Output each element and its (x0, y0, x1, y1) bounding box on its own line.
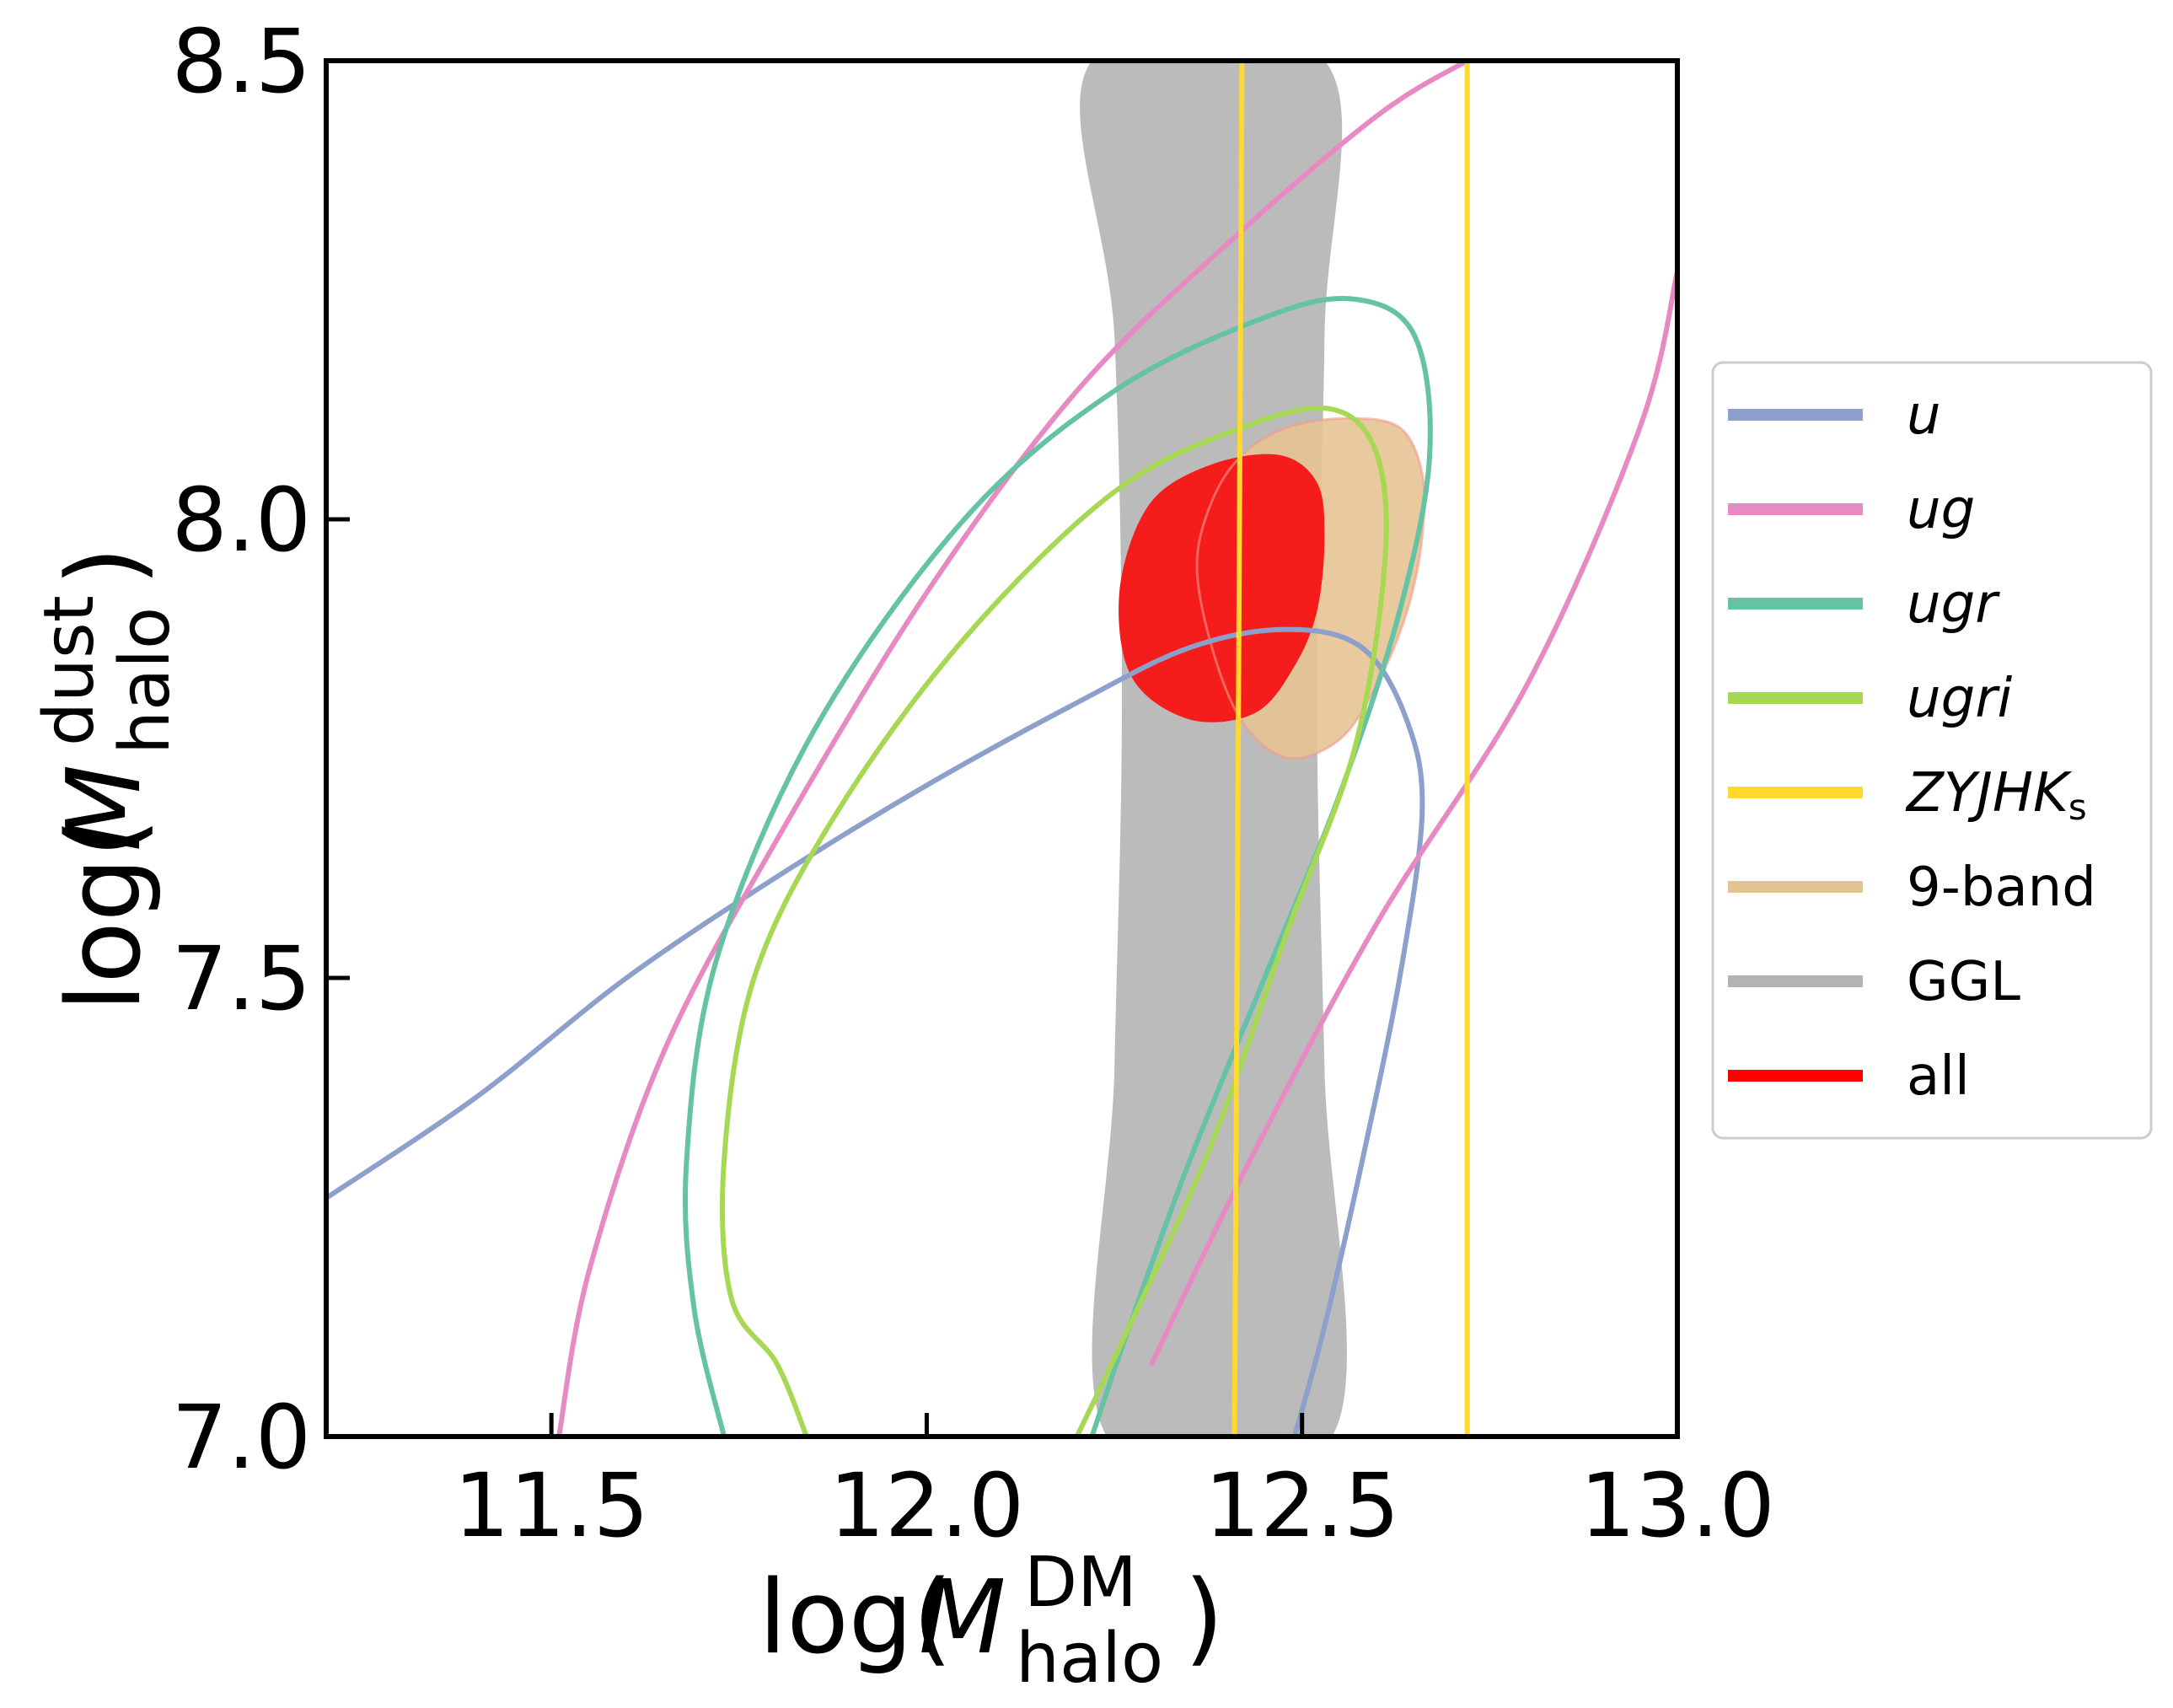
x-axis-label-sub: halo (1016, 1619, 1163, 1699)
x-tick-label: 12.5 (1205, 1454, 1400, 1557)
legend-frame (1711, 361, 2153, 1140)
y-axis-label-main: log( (46, 818, 164, 1012)
plot-area (326, 61, 1677, 1437)
x-tick-label: 12.0 (829, 1454, 1025, 1557)
y-tick-label: 8.5 (172, 10, 311, 113)
legend-label-ggl: GGL (1907, 951, 2020, 1013)
y-axis-label-sup: dust (30, 595, 110, 746)
series-ggl-band (1080, 61, 1347, 1437)
y-tick-label: 7.5 (172, 927, 311, 1030)
legend-label-subscript: s (2068, 787, 2087, 828)
x-axis-label-main: log( (759, 1560, 952, 1677)
series-9-band-outline (1195, 416, 1426, 760)
axis-ticks: 11.5 12.0 12.5 13.0 7.0 7.5 8.0 8.5 (172, 10, 1775, 1557)
legend-label-zyjhk: ZYJHKs (1905, 762, 2087, 828)
y-tick-label: 8.0 (172, 469, 311, 572)
axes-frame (324, 58, 1680, 1439)
x-axis-label-var: M (919, 1560, 1006, 1677)
x-axis-label: log( M DM halo ) (759, 1543, 1224, 1699)
legend-label-9-band: 9-band (1907, 857, 2096, 919)
series-u-contour (326, 626, 1425, 1437)
y-axis-label-close: ) (46, 546, 164, 586)
legend-label-u: u (1907, 384, 1941, 447)
legend-label-ugri: ugri (1907, 668, 2013, 730)
y-tick-label: 7.0 (172, 1386, 311, 1489)
x-axis-label-close: ) (1184, 1560, 1224, 1677)
y-axis-label-var: M (46, 764, 164, 851)
legend-label-all: all (1907, 1045, 1970, 1108)
x-tick-label: 13.0 (1580, 1454, 1775, 1557)
x-axis-label-sup: DM (1024, 1543, 1137, 1623)
series-zyjhks-line-1 (1231, 61, 1245, 1437)
x-tick-label: 11.5 (453, 1454, 649, 1557)
series-ug-contour (556, 61, 1470, 1437)
legend-label-ug: ug (1907, 479, 1975, 541)
y-axis-label-sub: halo (105, 607, 185, 755)
legend-label-ugr: ugr (1907, 573, 2000, 636)
series-ugr-contour (682, 296, 1433, 1437)
y-axis-label: log( M dust halo ) (30, 546, 185, 1012)
legend: u ug ugr ugri ZYJHKs 9-band GGL all (1711, 361, 2153, 1140)
